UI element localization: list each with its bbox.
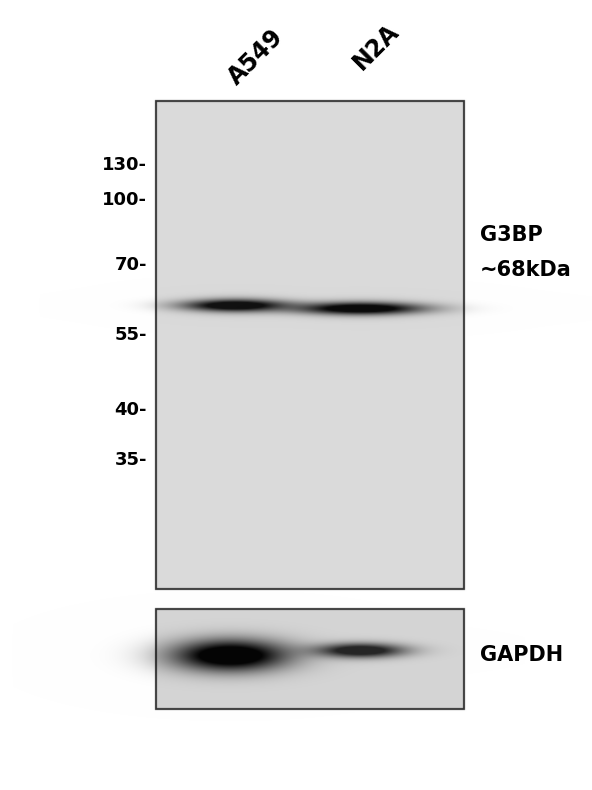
Text: 130-: 130- — [102, 156, 147, 174]
Text: 55-: 55- — [114, 326, 147, 344]
Text: N2A: N2A — [348, 20, 404, 75]
Text: 40-: 40- — [114, 401, 147, 419]
Text: 100-: 100- — [102, 191, 147, 209]
Text: A549: A549 — [223, 25, 288, 90]
Text: G3BP: G3BP — [480, 225, 543, 245]
Text: GAPDH: GAPDH — [480, 645, 563, 665]
Text: ~68kDa: ~68kDa — [480, 260, 572, 280]
Text: 70-: 70- — [114, 256, 147, 274]
Text: 35-: 35- — [114, 451, 147, 469]
